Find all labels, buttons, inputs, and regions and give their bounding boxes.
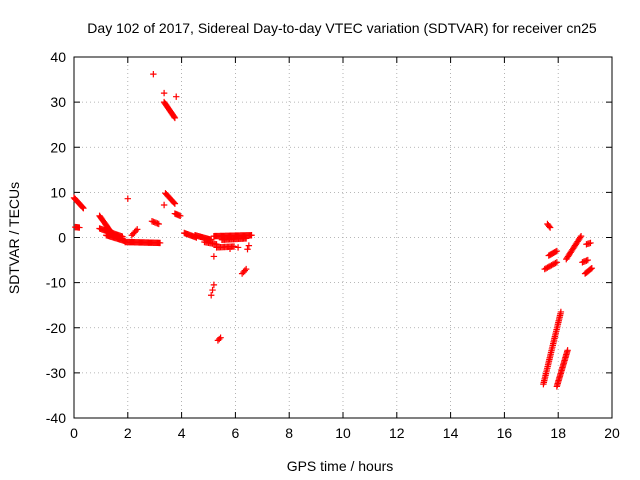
- x-tick-label: 20: [604, 425, 620, 441]
- x-tick-label: 2: [124, 425, 132, 441]
- y-tick-label: -20: [46, 320, 66, 336]
- data-point: [564, 347, 571, 354]
- y-tick-label: -10: [46, 275, 66, 291]
- data-point: [210, 281, 218, 289]
- data-point: [207, 292, 215, 299]
- data-point: [552, 248, 559, 255]
- x-tick-label: 6: [232, 425, 240, 441]
- grid: [74, 57, 612, 418]
- data-point: [171, 114, 179, 122]
- x-tick-label: 18: [550, 425, 566, 441]
- data-point: [170, 199, 178, 206]
- data-point: [156, 239, 164, 247]
- data-point: [577, 232, 585, 240]
- data-point: [553, 259, 561, 266]
- data-point: [134, 226, 141, 233]
- data-point: [210, 253, 218, 260]
- data-point: [160, 89, 168, 97]
- data-point: [248, 232, 255, 239]
- data-point: [552, 259, 559, 267]
- data-point: [557, 308, 565, 316]
- data-point: [588, 264, 596, 272]
- data-point: [241, 267, 249, 274]
- x-tick-label: 12: [389, 425, 405, 441]
- data-point: [150, 70, 157, 78]
- y-tick-label: 10: [50, 184, 66, 200]
- x-tick-label: 8: [285, 425, 293, 441]
- data-point: [160, 201, 168, 209]
- x-tick-label: 16: [497, 425, 513, 441]
- y-tick-label: -40: [46, 410, 66, 426]
- x-tick-label: 4: [178, 425, 186, 441]
- axis-ticks: 0 2 4 6 8 10 12 14 16 18 20 -40 -30 -20 -10 0 10 20 30 40: [46, 49, 620, 441]
- data-point: [155, 220, 162, 228]
- data-point: [587, 265, 595, 273]
- data-point: [553, 247, 561, 255]
- data-points: [70, 70, 596, 390]
- data-point: [245, 242, 253, 249]
- y-axis-label: SDTVAR / TECUs: [6, 182, 22, 294]
- x-axis-label: GPS time / hours: [287, 458, 394, 474]
- x-tick-label: 14: [443, 425, 459, 441]
- data-point: [132, 227, 140, 235]
- data-point: [230, 243, 238, 250]
- data-point: [226, 245, 234, 252]
- data-point: [244, 246, 251, 253]
- data-point: [584, 256, 591, 264]
- data-point: [216, 335, 223, 343]
- data-point: [217, 334, 224, 341]
- data-point: [79, 204, 86, 211]
- data-point: [234, 244, 242, 251]
- data-point: [242, 235, 250, 242]
- data-point: [209, 286, 216, 294]
- x-tick-label: 10: [335, 425, 351, 441]
- data-point: [171, 200, 179, 207]
- y-tick-label: -30: [46, 365, 66, 381]
- chart-title: Day 102 of 2017, Sidereal Day-to-day VTE…: [87, 20, 597, 36]
- y-tick-label: 20: [50, 139, 66, 155]
- data-point: [177, 212, 184, 220]
- data-point: [173, 93, 180, 100]
- data-point: [587, 239, 594, 247]
- y-tick-label: 40: [50, 49, 66, 65]
- data-point: [124, 195, 131, 202]
- data-point: [76, 224, 83, 231]
- data-point: [546, 224, 554, 231]
- data-point: [546, 223, 553, 230]
- y-tick-label: 0: [58, 230, 66, 246]
- data-point: [170, 113, 178, 121]
- data-point: [80, 204, 87, 212]
- y-tick-label: 30: [50, 94, 66, 110]
- data-point: [576, 234, 584, 241]
- data-point: [242, 265, 250, 273]
- x-tick-label: 0: [70, 425, 78, 441]
